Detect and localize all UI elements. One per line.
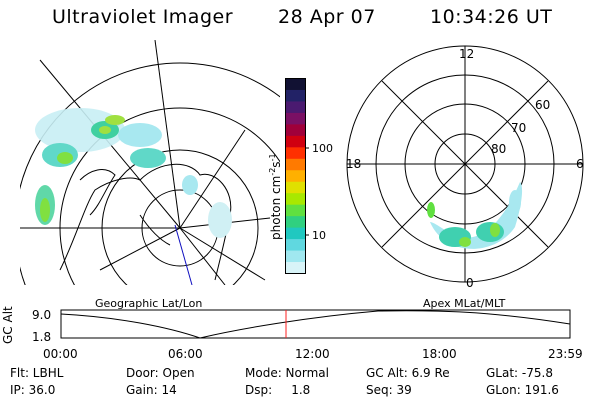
colorbar-band — [285, 112, 306, 125]
colorbar-unit: photon cm-2s-1 — [268, 153, 283, 240]
colorbar-band — [285, 204, 306, 217]
info-glat: GLat: -75.8 — [486, 366, 553, 380]
lat-circle — [20, 62, 280, 285]
polar-plot — [346, 45, 584, 283]
right-panel-label: Apex MLat/MLT — [423, 297, 506, 310]
colorbar-tick-100: 100 — [312, 142, 333, 155]
info-mode: Mode: Normal — [245, 366, 329, 380]
colorbar-band — [285, 250, 306, 263]
colorbar-band — [285, 78, 306, 91]
colorbar-band — [285, 158, 306, 171]
info-flt: Flt: LBHL — [10, 366, 64, 380]
info-dsp: Dsp: 1.8 — [245, 383, 311, 397]
xtick-00: 00:00 — [43, 347, 78, 361]
altitude-plot — [60, 309, 571, 339]
colorbar-tick-10: 10 — [312, 229, 326, 242]
xtick-18: 18:00 — [422, 347, 457, 361]
xtick-06: 06:00 — [168, 347, 203, 361]
lat-label-80: 80 — [491, 142, 507, 156]
colorbar-band — [285, 216, 306, 229]
mlt-label-12: 12 — [459, 47, 475, 61]
alt-ylabel: GC Alt — [1, 306, 15, 344]
colorbar-band — [285, 193, 306, 206]
mlt-label-6: 6 — [576, 157, 584, 171]
colorbar-band — [285, 262, 306, 274]
geographic-map — [20, 40, 280, 285]
mlt-label-18: 18 — [346, 157, 362, 171]
time-label: 10:34:26 UT — [430, 6, 553, 28]
colorbar — [285, 78, 309, 274]
alt-ytick-1-8: 1.8 — [32, 330, 52, 344]
auroral-oval — [427, 182, 523, 249]
instrument-title: Ultraviolet Imager — [52, 6, 234, 28]
colorbar-band — [285, 227, 306, 240]
colorbar-band — [285, 135, 306, 148]
colorbar-band — [285, 89, 306, 102]
mlt-label-0: 0 — [466, 276, 474, 290]
colorbar-band — [285, 101, 306, 114]
info-glon: GLon: 191.6 — [486, 383, 559, 397]
info-seq: Seq: 39 — [366, 383, 412, 397]
info-ip: IP: 36.0 — [10, 383, 56, 397]
colorbar-band — [285, 124, 306, 137]
left-panel-label: Geographic Lat/Lon — [95, 297, 203, 310]
date-label: 28 Apr 07 — [278, 6, 376, 28]
xtick-12: 12:00 — [295, 347, 330, 361]
info-door: Door: Open — [126, 366, 195, 380]
alt-ytick-9: 9.0 — [32, 308, 52, 322]
lat-label-60: 60 — [535, 98, 551, 112]
info-gcalt: GC Alt: 6.9 Re — [366, 366, 450, 380]
lat-label-70: 70 — [511, 121, 527, 135]
colorbar-band — [285, 170, 306, 183]
xtick-2359: 23:59 — [548, 347, 583, 361]
colorbar-band — [285, 147, 306, 160]
colorbar-band — [285, 181, 306, 194]
colorbar-band — [285, 239, 306, 252]
aurora-emission — [35, 108, 232, 238]
info-gain: Gain: 14 — [126, 383, 177, 397]
